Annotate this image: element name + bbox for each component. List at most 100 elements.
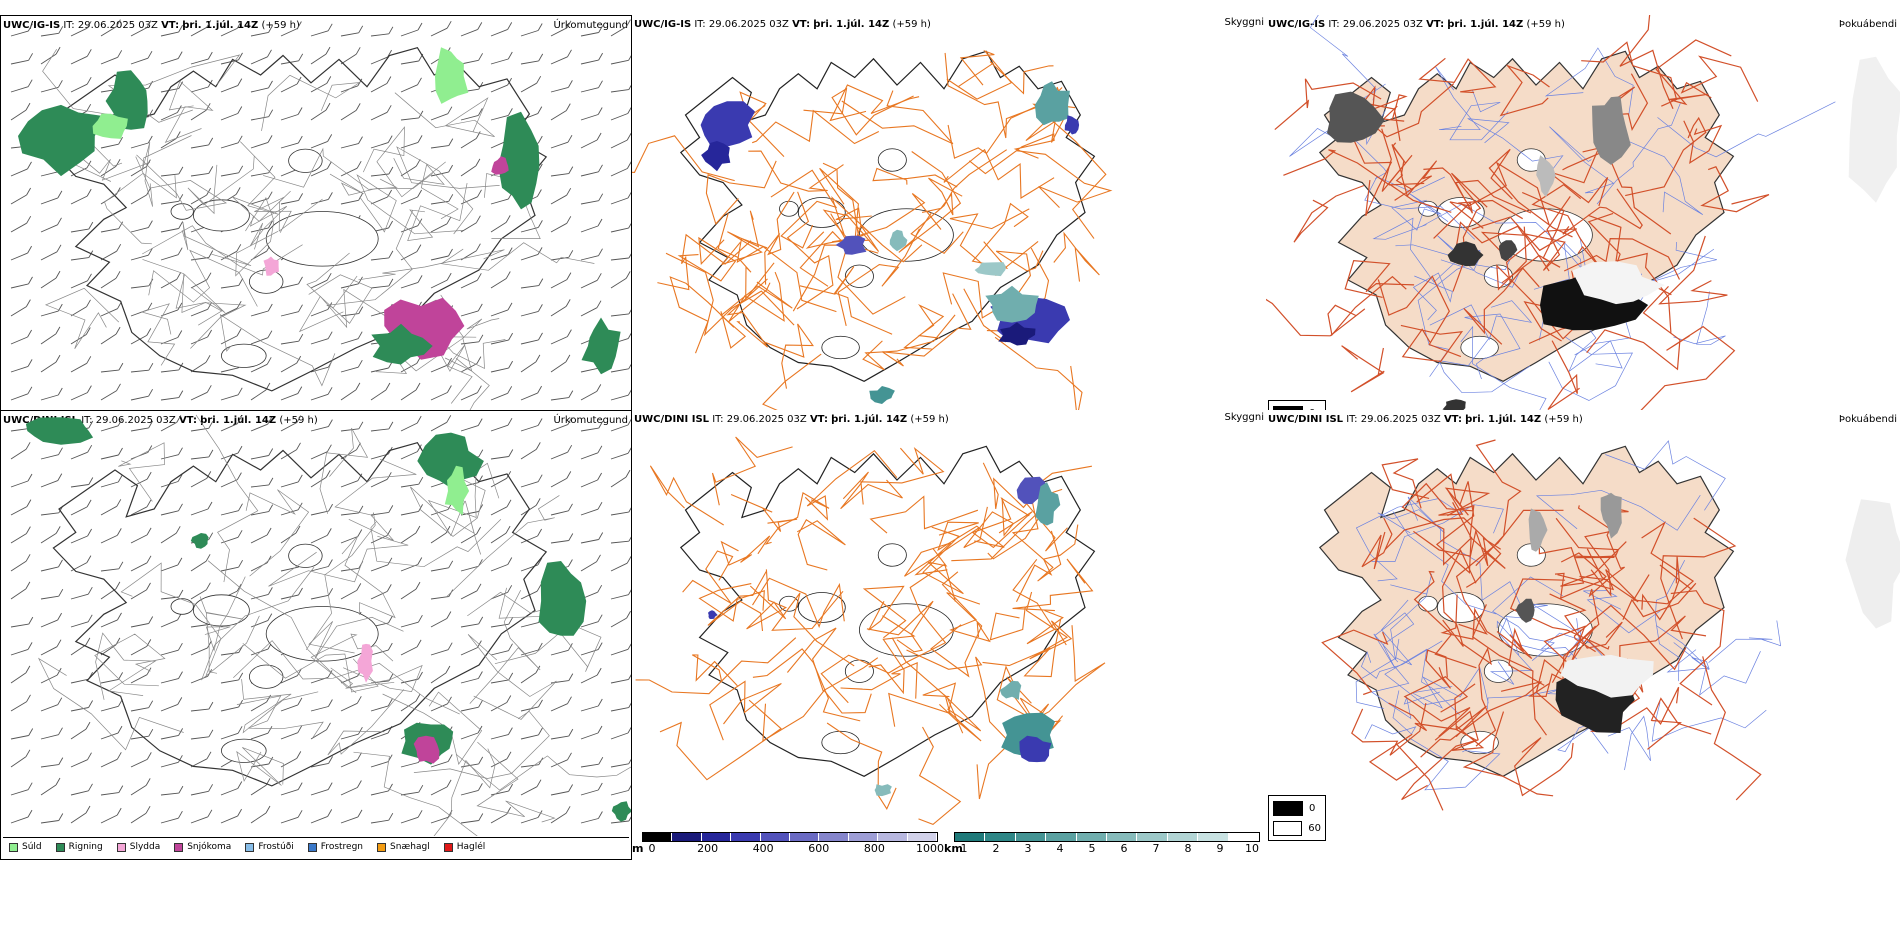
wind-barb [400,389,417,401]
wind-barb [130,57,149,65]
wind-barb [220,652,239,656]
wind-barb-flag [598,25,604,33]
colorbar-strip [954,832,1260,842]
road-line [669,276,735,354]
wind-barb [40,251,58,261]
wind-barb-flag [268,504,274,512]
wind-barb-flag [237,135,243,144]
wind-barb-flag [627,726,631,734]
wind-barb-flag [297,810,303,818]
wind-barb-flag [357,529,363,537]
road-line [752,109,880,145]
header-vt-value: þri. 1.júl. 14Z [1447,19,1524,30]
wind-barb [160,734,179,740]
wind-barb-flag [325,470,331,478]
wind-barb-flag [208,729,214,738]
road-line [1321,629,1389,696]
road-line [649,465,724,526]
wind-barb [280,816,299,824]
wind-barb-flag [28,616,34,625]
wind-barb-flag [26,694,31,703]
wind-barb [460,590,478,600]
wind-barb [70,644,87,656]
wind-barb-flag [417,189,422,198]
wind-barb-flag [505,215,511,223]
wind-barb [250,511,269,516]
road-line [1327,275,1407,337]
wind-barb [70,678,89,684]
wind-barb-flag [626,555,631,564]
wind-barb [490,28,508,37]
road-line [752,577,845,629]
wind-barb [340,32,359,37]
visibility-area [889,229,908,252]
wind-barb-flag [388,505,394,513]
wind-barb-flag [568,784,573,792]
wind-barb-flag [178,362,184,371]
colorbar-bin [955,833,986,841]
header-vt-value: þri. 1.júl. 14Z [200,415,277,426]
wind-barb-flag [27,359,33,367]
header-it-value: 29.06.2025 03Z [77,20,158,31]
wind-barb-flag [388,220,393,229]
wind-barb-flag [208,166,214,174]
wind-barb [100,56,118,65]
wind-barb [340,759,358,768]
road-line [142,259,247,349]
road-line [219,313,336,387]
wind-barb-flag [267,330,273,338]
wind-barb [130,707,149,712]
wind-barb-flag [598,193,604,201]
wind-barb-flag [356,583,362,591]
road-line [918,726,962,826]
road-line [261,74,360,131]
wind-barb-flag [116,19,121,27]
wind-barb [250,593,269,600]
wind-barb [100,534,118,544]
wind-barb-flag [567,696,572,704]
wind-barb-flag [628,785,631,791]
road-line [362,126,446,198]
wind-barb-flag [115,270,121,279]
wind-barb [370,111,388,121]
wind-barb-flag [477,418,483,426]
wind-barb [100,814,118,824]
wind-barb-flag [507,417,513,426]
road-line [1412,272,1453,321]
header-vt-label: VT: [1443,414,1462,425]
wind-barb-flag [478,699,483,708]
wind-barb [280,393,298,401]
wind-barb-flag [295,525,301,534]
wind-barb [250,31,269,37]
wind-barb-flag [327,302,333,310]
wind-barb-flag [205,354,211,363]
road-line [1577,237,1681,280]
wind-barb-flag [568,559,573,567]
road-line [37,657,184,751]
wind-barb [580,818,599,824]
wind-barb [490,702,508,712]
wind-barb [220,706,239,712]
wind-barb [400,816,419,824]
wind-barb-flag [88,420,94,429]
header-lead: (+59 h) [1544,414,1583,425]
wind-barb [70,728,87,740]
wind-barb-flag [117,418,123,427]
road-line [254,196,323,233]
wind-barb-flag [147,50,153,59]
road-line [659,699,782,781]
wind-barb [190,308,208,317]
wind-barb [340,143,359,149]
road-line [308,616,404,659]
wind-barb [250,534,268,544]
wind-barb-flag [507,22,513,30]
wind-barb-flag [297,21,302,29]
wind-barb-flag [536,75,542,84]
wind-barb [10,222,27,233]
road-line [1562,149,1672,235]
wind-barb [220,815,238,824]
wind-barb-flag [118,362,124,371]
wind-barb [280,340,299,345]
road-line [382,691,483,765]
road-line [1371,504,1504,562]
